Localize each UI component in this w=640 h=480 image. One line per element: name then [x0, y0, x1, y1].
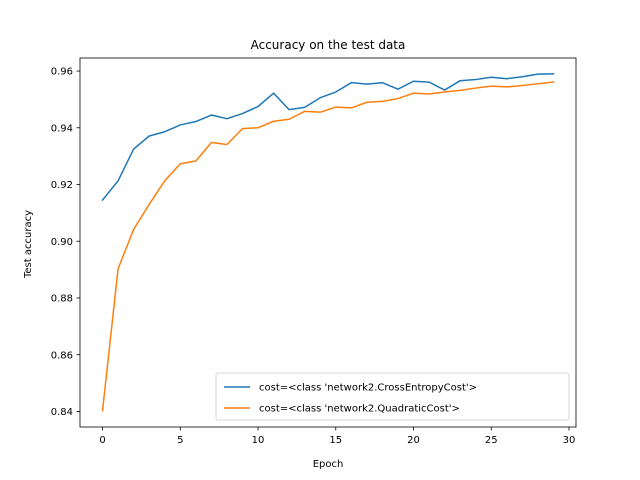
x-tick-label: 5 [177, 435, 183, 446]
y-axis-label: Test accuracy [23, 210, 34, 279]
x-tick-label: 15 [329, 435, 342, 446]
series-line-1 [101, 81, 555, 412]
y-tick-label: 0.90 [51, 237, 73, 248]
legend: cost=<class 'network2.CrossEntropyCost'>… [215, 372, 570, 421]
x-tick-label: 20 [407, 435, 420, 446]
x-axis-ticks: 0 5 10 15 20 25 30 [99, 427, 575, 446]
y-tick-label: 0.86 [51, 350, 73, 361]
plot-area-frame [79, 57, 577, 428]
y-tick-label: 0.96 [51, 67, 73, 78]
y-tick-label: 0.84 [51, 407, 73, 418]
y-tick-label: 0.94 [51, 123, 73, 134]
y-tick-label: 0.92 [51, 180, 73, 191]
x-tick-label: 0 [99, 435, 105, 446]
x-tick-label: 25 [485, 435, 498, 446]
y-axis-ticks: 0.84 0.86 0.88 0.90 0.92 0.94 0.96 [51, 67, 80, 418]
x-tick-label: 30 [563, 435, 576, 446]
legend-box [215, 372, 570, 421]
x-tick-label: 10 [252, 435, 265, 446]
x-axis-label: Epoch [313, 459, 344, 470]
plot-lines [101, 73, 555, 412]
legend-entry-1: cost=<class 'network2.QuadraticCost'> [259, 404, 460, 415]
series-line-0 [101, 73, 555, 202]
chart-title: Accuracy on the test data [251, 38, 406, 52]
legend-entry-0: cost=<class 'network2.CrossEntropyCost'> [259, 383, 477, 394]
y-tick-label: 0.88 [51, 294, 73, 305]
